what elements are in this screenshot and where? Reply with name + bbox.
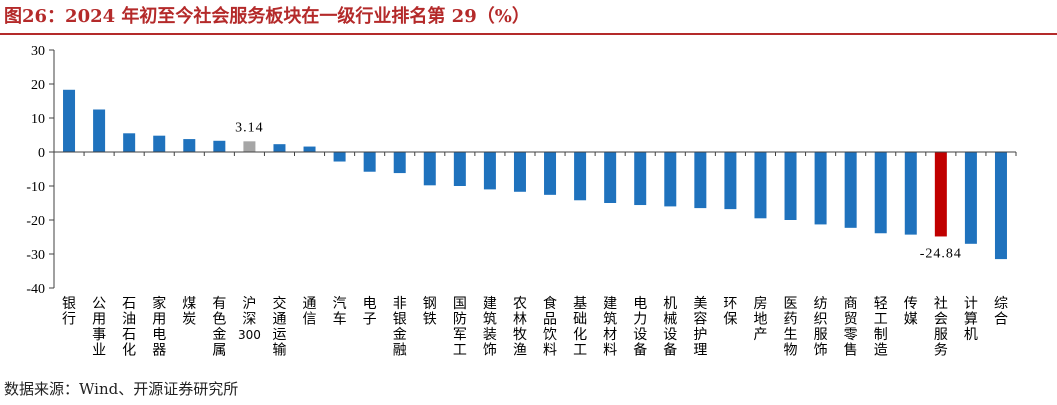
bar-机械设备 xyxy=(664,152,677,207)
bar-公用事业 xyxy=(93,109,106,152)
bar-chart: 30 20 10 0 -10 -20 -30 -40 银行 公用事业 石油石化 家用电器 煤炭 有色金属… xyxy=(26,44,1017,359)
y-tick-label: -20 xyxy=(26,214,45,229)
bar-国防军工 xyxy=(453,152,466,186)
bar-计算机 xyxy=(964,152,977,244)
bar-商贸零售 xyxy=(844,152,857,228)
bar-钢铁 xyxy=(423,152,436,186)
category-label: 通信 xyxy=(303,296,317,328)
category-label: 医药生物 xyxy=(784,296,798,359)
bar-建筑装饰 xyxy=(483,152,496,190)
category-label: 传媒 xyxy=(904,296,918,328)
y-tick-label: 10 xyxy=(31,112,45,127)
bar-汽车 xyxy=(333,152,346,162)
category-label: 房地产 xyxy=(753,296,767,343)
category-label: 农林牧渔 xyxy=(513,296,527,359)
bar-环保 xyxy=(724,152,737,210)
bar-沪深300 xyxy=(243,141,256,152)
category-label: 石油石化 xyxy=(122,296,136,359)
category-label: 钢铁 xyxy=(423,296,437,328)
category-label: 汽车 xyxy=(333,296,347,328)
bar-传媒 xyxy=(904,152,917,235)
y-tick-label: 0 xyxy=(38,146,45,161)
bars xyxy=(63,89,1007,260)
category-label: 基础化工 xyxy=(573,295,587,359)
category-label: 银行 xyxy=(62,296,76,328)
bar-通信 xyxy=(303,146,316,152)
category-label: 公用事业 xyxy=(92,296,106,359)
bar-煤炭 xyxy=(183,139,196,152)
data-label: 3.14 xyxy=(235,120,264,135)
bar-银行 xyxy=(63,89,76,152)
category-label: 有色金属 xyxy=(212,296,226,359)
bar-家用电器 xyxy=(153,135,166,152)
bar-非银金融 xyxy=(393,152,406,174)
bar-食品饮料 xyxy=(544,152,557,195)
y-tick-label: 30 xyxy=(31,44,45,59)
category-label: 计算机 xyxy=(964,296,978,343)
bar-综合 xyxy=(994,152,1007,260)
y-tick-label: -10 xyxy=(26,180,45,195)
bar-建筑材料 xyxy=(604,152,617,203)
category-label: 轻工制造 xyxy=(874,296,888,359)
y-tick-label: 20 xyxy=(31,78,45,93)
data-annotations: 3.14 -24.84 xyxy=(235,120,962,261)
y-axis: 30 20 10 0 -10 -20 -30 -40 xyxy=(26,44,55,297)
category-label: 非银金融 xyxy=(393,296,407,359)
bar-纺织服饰 xyxy=(814,152,827,225)
category-label: 交通运输 xyxy=(272,295,286,359)
category-label: 社会服务 xyxy=(934,296,948,359)
y-tick-label: -30 xyxy=(26,248,45,263)
bar-医药生物 xyxy=(784,152,797,220)
category-label: 电力设备 xyxy=(633,296,647,359)
category-label: 美容护理 xyxy=(693,296,707,359)
bar-农林牧渔 xyxy=(513,152,526,192)
title-underline xyxy=(0,33,1057,35)
y-tick-label: -40 xyxy=(26,282,45,297)
bar-交通运输 xyxy=(273,144,286,152)
category-label: 机械设备 xyxy=(663,296,677,359)
bar-轻工制造 xyxy=(874,152,887,234)
category-label: 纺织服饰 xyxy=(814,296,828,359)
category-label: 综合 xyxy=(994,296,1008,328)
bar-美容护理 xyxy=(694,152,707,209)
category-label: 电子 xyxy=(363,296,377,328)
x-axis xyxy=(53,151,1017,156)
category-label: 煤炭 xyxy=(182,296,196,328)
category-label: 沪深 300 xyxy=(238,296,261,342)
bar-有色金属 xyxy=(213,140,226,152)
category-label: 商贸零售 xyxy=(844,296,858,359)
category-label: 国防军工 xyxy=(453,296,467,359)
bar-电力设备 xyxy=(634,152,647,206)
category-label: 食品饮料 xyxy=(543,295,557,359)
data-label: -24.84 xyxy=(920,246,962,261)
source-note: 数据来源：Wind、开源证券研究所 xyxy=(4,380,239,398)
category-label: 建筑材料 xyxy=(603,296,617,359)
category-label: 环保 xyxy=(723,296,737,328)
bar-房地产 xyxy=(754,152,767,219)
bar-社会服务 xyxy=(934,152,947,237)
category-label: 建筑装饰 xyxy=(483,296,497,359)
bar-电子 xyxy=(363,152,376,172)
chart-title: 图26：2024 年初至今社会服务板块在一级行业排名第 29（%） xyxy=(4,6,530,27)
bar-石油石化 xyxy=(123,133,136,152)
bar-基础化工 xyxy=(574,152,587,201)
category-label: 家用电器 xyxy=(152,295,166,359)
